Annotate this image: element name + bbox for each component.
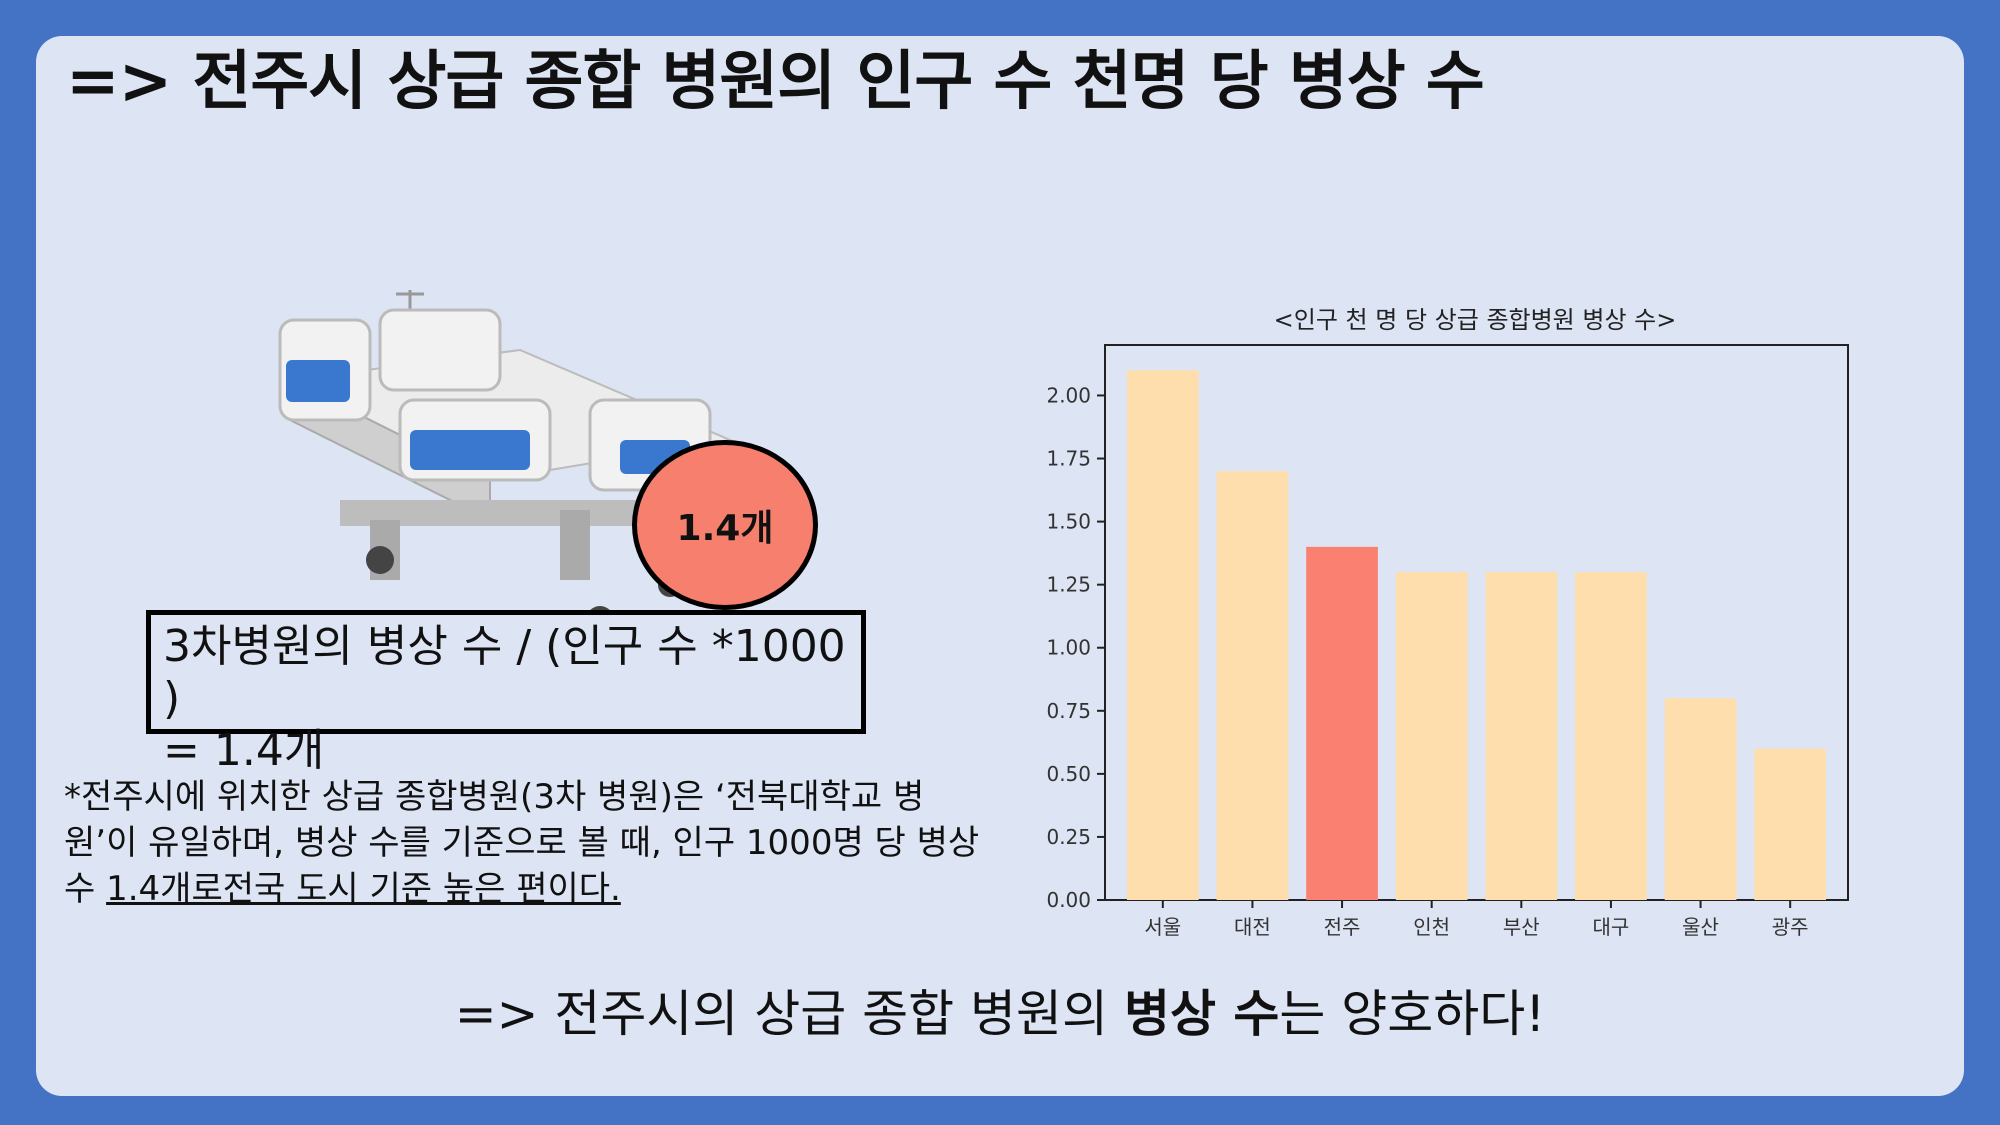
x-tick-label: 울산 xyxy=(1682,915,1719,939)
conclusion-pre: => 전주시의 상급 종합 병원의 xyxy=(454,985,1124,1043)
bar-대전 xyxy=(1216,471,1289,900)
y-tick-label: 2.00 xyxy=(1046,383,1091,407)
y-tick-label: 1.00 xyxy=(1046,636,1091,660)
bar-울산 xyxy=(1664,698,1737,900)
conclusion-text: => 전주시의 상급 종합 병원의 병상 수는 양호하다! xyxy=(0,974,2000,1046)
conclusion-post: 는 양호하다! xyxy=(1279,985,1546,1043)
formula-box: 3차병원의 병상 수 / (인구 수 *1000 ) = 1.4개 xyxy=(146,610,866,776)
y-tick-label: 0.75 xyxy=(1046,699,1091,723)
y-tick-label: 1.75 xyxy=(1046,447,1091,471)
y-tick-label: 1.50 xyxy=(1046,510,1091,534)
slide-card xyxy=(36,36,1964,1096)
x-tick-label: 광주 xyxy=(1772,915,1809,939)
x-tick-label: 인천 xyxy=(1413,915,1450,939)
x-tick-label: 서울 xyxy=(1144,915,1181,939)
x-tick-label: 대구 xyxy=(1593,915,1630,939)
bar-chart: <인구 천 명 당 상급 종합병원 병상 수> 0.00 0.25 0.50 0.75… xyxy=(1046,306,1849,939)
x-tick-label: 전주 xyxy=(1324,915,1361,939)
bar-부산 xyxy=(1485,572,1558,900)
y-tick-label: 1.25 xyxy=(1046,573,1091,597)
explanation-note: *전주시에 위치한 상급 종합병원(3차 병원)은 ‘전북대학교 병원’이 유일… xyxy=(64,774,984,912)
bar-광주 xyxy=(1754,748,1827,900)
formula-line-2: = 1.4개 xyxy=(163,725,325,776)
bed-count-badge: 1.4개 xyxy=(632,440,818,610)
y-tick-label: 0.00 xyxy=(1046,888,1091,912)
conclusion-bold: 병상 수 xyxy=(1123,985,1280,1043)
y-tick-label: 0.50 xyxy=(1046,762,1091,786)
note-text: *전주시에 위치한 상급 종합병원(3차 병원)은 ‘전북대학교 병원’이 유일… xyxy=(64,777,980,909)
bar-대구 xyxy=(1575,572,1647,900)
chart-title: <인구 천 명 당 상급 종합병원 병상 수> xyxy=(1274,306,1677,334)
page-title: => 전주시 상급 종합 병원의 인구 수 천명 당 병상 수 xyxy=(66,45,1485,119)
bar-서울 xyxy=(1126,370,1199,900)
x-tick-label: 대전 xyxy=(1234,915,1271,939)
plot-frame xyxy=(1104,344,1849,901)
x-tick-label: 부산 xyxy=(1503,915,1540,939)
bar-인천 xyxy=(1395,572,1468,900)
bar-전주 xyxy=(1306,546,1378,900)
formula-line-1: 3차병원의 병상 수 / (인구 수 *1000 ) xyxy=(163,621,846,724)
note-underlined-text: 1.4개로전국 도시 기준 높은 편이다. xyxy=(106,869,621,909)
y-tick-label: 0.25 xyxy=(1046,825,1091,849)
